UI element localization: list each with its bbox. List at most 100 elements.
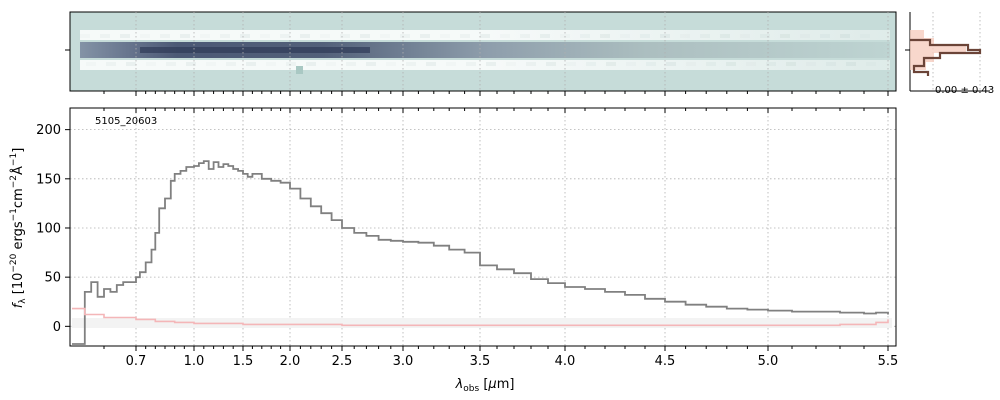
y-tick-label: 150 (36, 172, 61, 187)
spectrum-2d-pixel (600, 34, 610, 38)
plot-area (70, 108, 896, 346)
spectrum-2d-pixel (846, 62, 856, 66)
histogram-step (910, 38, 982, 76)
spectrum-2d-trace-core (140, 47, 370, 53)
x-tick-label: 1.5 (233, 354, 254, 369)
spectrum-2d-pixel (806, 62, 816, 66)
spectrum-1d-panel: 0.7 1.0 1.5 2.0 2.5 3.0 3.5 4.0 4.5 5.0 5.5 0 50 100… (36, 107, 899, 369)
y-tick-label: 200 (36, 123, 61, 138)
spectrum-2d-pixel (420, 34, 430, 38)
spectrum-2d-pixel (266, 62, 276, 66)
spectrum-2d-pixel (240, 34, 250, 38)
spectrum-2d-pixel (640, 34, 650, 38)
spectrum-2d-pixel (486, 62, 496, 66)
spectrum-2d-pixel (586, 62, 596, 66)
spectrum-2d-pixel (220, 34, 230, 38)
y-axis-title: fλ [10−20 ergs−1cm−2Å−1] (9, 148, 28, 309)
spectrum-2d-pixel (386, 62, 396, 66)
spectrum-2d-pixel (620, 34, 630, 38)
spectrum-2d-pixel (166, 62, 176, 66)
x-tick-label: 0.7 (126, 354, 147, 369)
spectrum-2d-pixel (180, 34, 190, 38)
object-id-label: 5105_20603 (95, 116, 157, 127)
spectrum-2d-pixel (426, 62, 436, 66)
spectrum-2d-pixel (146, 62, 156, 66)
spectrum-2d-pixel (366, 62, 376, 66)
spectrum-2d-trace (80, 42, 890, 58)
x-tick-label: 1.0 (184, 354, 205, 369)
spectrum-2d-pixel (200, 34, 210, 38)
spectrum-2d-pixel (866, 62, 876, 66)
x-tick-label: 3.5 (470, 354, 491, 369)
spectrum-2d-pixel (746, 62, 756, 66)
spectrum-2d-pixel (126, 62, 136, 66)
spectrum-2d-pixel (720, 34, 730, 38)
spectrum-2d-pixel (480, 34, 490, 38)
spectrum-2d-pixel (186, 62, 196, 66)
spectrum-2d-pixel (580, 34, 590, 38)
spectrum-2d-pixel (740, 34, 750, 38)
y-tick-label: 100 (36, 221, 61, 236)
spectrum-2d-pixel (506, 62, 516, 66)
spectrum-2d-pixel (686, 62, 696, 66)
spectrum-2d-pixel (566, 62, 576, 66)
spectrum-2d-pixel (446, 62, 456, 66)
spectrum-2d-pixel (226, 62, 236, 66)
spectrum-2d-pixel (820, 34, 830, 38)
spectrum-2d-pixel (840, 34, 850, 38)
flux-series-line (72, 160, 889, 345)
spectrum-2d-pixel (546, 62, 556, 66)
spectrum-2d-pixel (286, 62, 296, 66)
spectrum-2d-pixel (786, 62, 796, 66)
spectrum-2d-pixel (106, 62, 116, 66)
spectrum-2d-pixel (800, 34, 810, 38)
spectrum-2d-pixel (360, 34, 370, 38)
spectrum-2d-pixel (80, 34, 90, 38)
spectrum-2d-halo-top (80, 30, 890, 40)
spectrum-2d-pixel (860, 34, 870, 38)
spectrum-2d-pixel (440, 34, 450, 38)
spectrum-2d-pixel (300, 34, 310, 38)
spectrum-2d-pixel (760, 34, 770, 38)
svg-text:fλ [10−20 ergs−1cm−2Å−1]: fλ [10−20 ergs−1cm−2Å−1] (9, 148, 28, 309)
x-tick-label: 2.0 (280, 354, 301, 369)
spectrum-2d-pixel (606, 62, 616, 66)
x-axis-title: λobs [μm] (455, 377, 515, 394)
spectrum-2d-pixel (780, 34, 790, 38)
svg-text:λobs [μm]: λobs [μm] (455, 377, 515, 394)
spectrum-2d-pixel (766, 62, 776, 66)
spectrum-2d-pixel (260, 34, 270, 38)
spectrum-2d-pixel (826, 62, 836, 66)
spectrum-2d-pixel (520, 34, 530, 38)
spectrum-2d-pixel (306, 62, 316, 66)
y-tick-label: 0 (53, 320, 61, 335)
spectrum-2d-halo-bottom (80, 60, 890, 70)
spectrum-2d-pixel (466, 62, 476, 66)
spectrum-2d-pixel (706, 62, 716, 66)
histogram-annotation: 0.00 ± 0.43 (935, 85, 994, 96)
histogram-panel: 0.00 ± 0.43 (905, 12, 994, 96)
spectrum-2d-pixel (86, 62, 96, 66)
x-tick-label: 5.5 (878, 354, 899, 369)
spectrum-2d-pixel (400, 34, 410, 38)
spectrum-2d-pixel (526, 62, 536, 66)
spectrum-2d-pixel (680, 34, 690, 38)
spectrum-2d-pixel (206, 62, 216, 66)
spectrum-2d-pixel (246, 62, 256, 66)
spectrum-2d-pixel (120, 34, 130, 38)
x-tick-label: 5.0 (758, 354, 779, 369)
spectrum-2d-pixel (340, 34, 350, 38)
spectrum-2d-pixel (646, 62, 656, 66)
spectrum-2d-pixel (100, 34, 110, 38)
spectrum-2d-pixel (500, 34, 510, 38)
spectrum-2d-pixel (700, 34, 710, 38)
x-tick-label: 4.0 (555, 354, 576, 369)
plot-frame (69, 107, 897, 347)
spectrum-2d-pixel (140, 34, 150, 38)
spectrum-2d-pixel (666, 62, 676, 66)
spectrum-2d-pixel (346, 62, 356, 66)
spectrum-2d-pixel (326, 62, 336, 66)
spectrum-2d-pixel (320, 34, 330, 38)
spectrum-2d-pixel (626, 62, 636, 66)
